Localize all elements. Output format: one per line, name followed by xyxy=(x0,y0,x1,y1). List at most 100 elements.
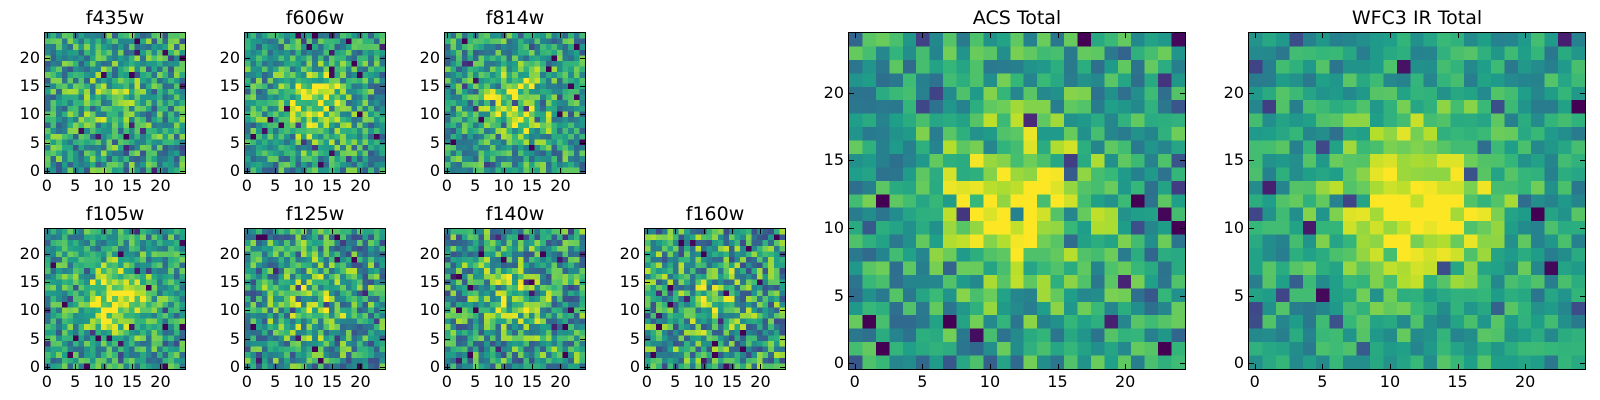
image-frame xyxy=(644,228,786,370)
x-tick-mark xyxy=(75,33,77,38)
y-tick-label: 0 xyxy=(429,161,440,181)
x-tick-mark xyxy=(160,364,162,369)
y-tick-mark xyxy=(1249,295,1254,297)
y-tick-label: 20 xyxy=(619,243,640,263)
image-frame xyxy=(444,32,586,174)
x-tick-label: 20 xyxy=(550,176,571,195)
y-tick-mark xyxy=(180,171,185,173)
panel-title: f606w xyxy=(285,7,345,29)
x-tick-mark xyxy=(532,168,534,173)
x-tick-label: 5 xyxy=(470,176,481,195)
y-tick-mark xyxy=(380,114,385,116)
y-tick-label: 10 xyxy=(619,300,640,320)
panel-f105w: f105w 0 5 10 15 20 0 5 10 15 20 xyxy=(20,203,186,390)
image-frame xyxy=(244,32,386,174)
y-tick-mark xyxy=(45,281,50,283)
x-tick-mark xyxy=(760,229,762,234)
x-tick-mark xyxy=(922,364,924,369)
y-tick-mark xyxy=(445,114,450,116)
x-tick-label: 15 xyxy=(321,176,343,195)
y-tick-label: 15 xyxy=(19,75,40,95)
x-tick-mark xyxy=(103,229,105,234)
image-frame xyxy=(244,228,386,370)
y-tick-mark xyxy=(45,253,50,255)
y-tick-mark xyxy=(1180,160,1185,162)
x-tick-label: 10 xyxy=(493,176,514,195)
panel-title: f105w xyxy=(85,203,145,225)
panel-title: f160w xyxy=(685,203,745,225)
y-tick-mark xyxy=(245,367,250,369)
x-tick-label: 0 xyxy=(1249,372,1260,391)
x-tick-mark xyxy=(532,33,534,38)
x-tick-label: 10 xyxy=(1379,372,1401,391)
x-tick-mark xyxy=(446,33,448,38)
y-tick-mark xyxy=(645,367,650,369)
x-tick-mark xyxy=(646,364,648,369)
y-tick-label: 10 xyxy=(219,104,240,124)
x-tick-mark xyxy=(475,229,477,234)
y-tick-mark xyxy=(245,281,250,283)
y-tick-mark xyxy=(45,310,50,312)
y-tick-mark xyxy=(180,281,185,283)
panel-title: WFC3 IR Total xyxy=(1351,7,1483,29)
y-tick-label: 5 xyxy=(1233,285,1244,305)
y-tick-mark xyxy=(445,57,450,59)
y-tick-mark xyxy=(380,85,385,87)
y-tick-mark xyxy=(45,114,50,116)
panel-f814w: f814w 0 5 10 15 20 0 5 10 15 20 xyxy=(420,7,586,194)
y-tick-mark xyxy=(245,338,250,340)
y-tick-mark xyxy=(45,367,50,369)
image-frame xyxy=(44,32,186,174)
x-tick-mark xyxy=(560,229,562,234)
y-tick-mark xyxy=(45,338,50,340)
pixel-image xyxy=(445,33,585,173)
x-tick-mark xyxy=(332,229,334,234)
x-tick-mark xyxy=(854,33,856,38)
x-tick-mark xyxy=(732,229,734,234)
x-tick-mark xyxy=(132,229,134,234)
x-tick-mark xyxy=(475,168,477,173)
y-tick-mark xyxy=(445,253,450,255)
x-tick-mark xyxy=(1457,33,1459,38)
y-tick-mark xyxy=(45,142,50,144)
x-tick-label: 20 xyxy=(150,176,171,195)
y-tick-mark xyxy=(445,142,450,144)
y-tick-mark xyxy=(780,367,785,369)
x-tick-label: 0 xyxy=(241,372,252,391)
y-tick-label: 20 xyxy=(219,47,240,67)
y-tick-mark xyxy=(380,142,385,144)
x-tick-mark xyxy=(446,229,448,234)
x-tick-mark xyxy=(246,364,248,369)
x-tick-label: 20 xyxy=(550,372,571,391)
y-tick-label: 5 xyxy=(29,328,40,348)
y-tick-label: 0 xyxy=(229,161,240,181)
pixel-image xyxy=(245,229,385,369)
y-tick-mark xyxy=(1580,228,1585,230)
x-tick-mark xyxy=(1057,364,1059,369)
pixel-image xyxy=(645,229,785,369)
y-tick-mark xyxy=(380,281,385,283)
y-tick-label: 10 xyxy=(219,300,240,320)
y-tick-mark xyxy=(45,171,50,173)
x-tick-mark xyxy=(75,168,77,173)
y-tick-mark xyxy=(445,310,450,312)
y-tick-label: 0 xyxy=(833,353,844,373)
pixel-image xyxy=(45,33,185,173)
y-tick-mark xyxy=(245,57,250,59)
y-tick-mark xyxy=(380,57,385,59)
x-tick-mark xyxy=(1254,33,1256,38)
x-tick-mark xyxy=(332,33,334,38)
y-tick-label: 10 xyxy=(1223,218,1244,238)
x-tick-label: 0 xyxy=(441,176,452,195)
x-tick-mark xyxy=(303,33,305,38)
x-tick-mark xyxy=(103,364,105,369)
y-tick-mark xyxy=(380,253,385,255)
x-tick-mark xyxy=(1322,33,1324,38)
x-tick-mark xyxy=(46,33,48,38)
y-tick-mark xyxy=(380,310,385,312)
x-tick-label: 10 xyxy=(93,176,114,195)
y-tick-label: 5 xyxy=(29,132,40,152)
x-tick-mark xyxy=(132,33,134,38)
panel-title: ACS Total xyxy=(972,7,1062,29)
x-tick-mark xyxy=(1125,33,1127,38)
